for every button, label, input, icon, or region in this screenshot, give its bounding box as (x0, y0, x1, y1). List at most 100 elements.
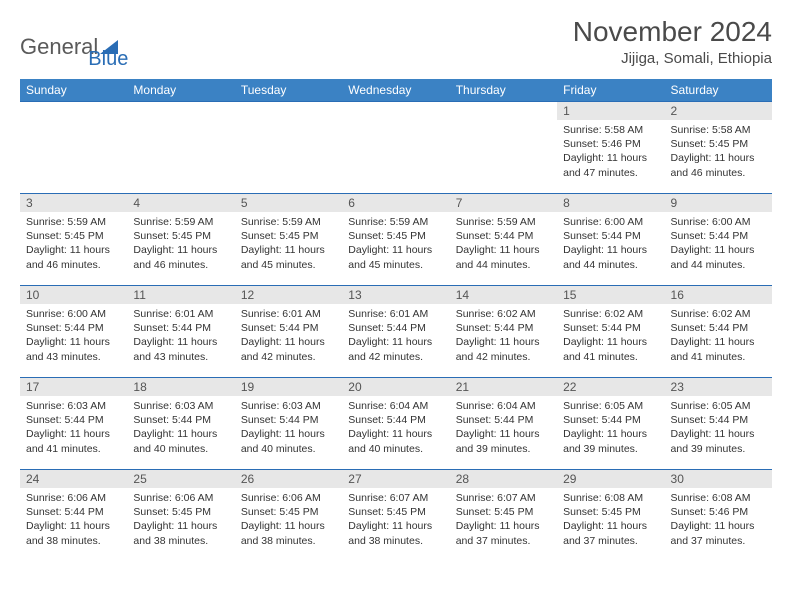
day-header: Wednesday (342, 79, 449, 102)
day-number: 29 (557, 470, 664, 488)
day-cell: 28Sunrise: 6:07 AMSunset: 5:45 PMDayligh… (450, 470, 557, 562)
daylight2-text: and 45 minutes. (241, 258, 336, 272)
day-number: 9 (665, 194, 772, 212)
sunrise-text: Sunrise: 6:00 AM (671, 215, 766, 229)
day-details: Sunrise: 6:06 AMSunset: 5:45 PMDaylight:… (127, 488, 234, 554)
day-details: Sunrise: 6:04 AMSunset: 5:44 PMDaylight:… (342, 396, 449, 462)
daylight2-text: and 46 minutes. (671, 166, 766, 180)
day-number: 30 (665, 470, 772, 488)
daylight2-text: and 38 minutes. (241, 534, 336, 548)
day-details: Sunrise: 6:08 AMSunset: 5:45 PMDaylight:… (557, 488, 664, 554)
daylight2-text: and 44 minutes. (671, 258, 766, 272)
daylight1-text: Daylight: 11 hours (563, 427, 658, 441)
daylight2-text: and 43 minutes. (26, 350, 121, 364)
daylight2-text: and 37 minutes. (563, 534, 658, 548)
sunset-text: Sunset: 5:46 PM (563, 137, 658, 151)
day-cell: 22Sunrise: 6:05 AMSunset: 5:44 PMDayligh… (557, 378, 664, 470)
day-details: Sunrise: 5:59 AMSunset: 5:45 PMDaylight:… (235, 212, 342, 278)
day-cell: 26Sunrise: 6:06 AMSunset: 5:45 PMDayligh… (235, 470, 342, 562)
daylight2-text: and 42 minutes. (348, 350, 443, 364)
day-details: Sunrise: 6:00 AMSunset: 5:44 PMDaylight:… (557, 212, 664, 278)
daylight1-text: Daylight: 11 hours (26, 519, 121, 533)
day-number: 3 (20, 194, 127, 212)
sunrise-text: Sunrise: 6:01 AM (241, 307, 336, 321)
day-details: Sunrise: 6:06 AMSunset: 5:44 PMDaylight:… (20, 488, 127, 554)
sunset-text: Sunset: 5:45 PM (241, 229, 336, 243)
day-number: 13 (342, 286, 449, 304)
daylight1-text: Daylight: 11 hours (348, 519, 443, 533)
sunrise-text: Sunrise: 6:05 AM (563, 399, 658, 413)
sunrise-text: Sunrise: 6:04 AM (348, 399, 443, 413)
daylight1-text: Daylight: 11 hours (26, 427, 121, 441)
daylight2-text: and 40 minutes. (241, 442, 336, 456)
daylight1-text: Daylight: 11 hours (133, 519, 228, 533)
day-number: 28 (450, 470, 557, 488)
day-number: 23 (665, 378, 772, 396)
daylight2-text: and 46 minutes. (26, 258, 121, 272)
day-details: Sunrise: 5:59 AMSunset: 5:45 PMDaylight:… (127, 212, 234, 278)
week-row: 3Sunrise: 5:59 AMSunset: 5:45 PMDaylight… (20, 194, 772, 286)
week-row: 17Sunrise: 6:03 AMSunset: 5:44 PMDayligh… (20, 378, 772, 470)
sunrise-text: Sunrise: 6:07 AM (348, 491, 443, 505)
day-number: 25 (127, 470, 234, 488)
day-details: Sunrise: 6:01 AMSunset: 5:44 PMDaylight:… (235, 304, 342, 370)
day-details: Sunrise: 5:58 AMSunset: 5:46 PMDaylight:… (557, 120, 664, 186)
day-cell: 14Sunrise: 6:02 AMSunset: 5:44 PMDayligh… (450, 286, 557, 378)
day-number: 8 (557, 194, 664, 212)
sunset-text: Sunset: 5:44 PM (456, 413, 551, 427)
header: General Blue November 2024 Jijiga, Somal… (20, 16, 772, 71)
sunrise-text: Sunrise: 6:06 AM (241, 491, 336, 505)
sunset-text: Sunset: 5:44 PM (241, 321, 336, 335)
day-header: Saturday (665, 79, 772, 102)
day-details: Sunrise: 6:07 AMSunset: 5:45 PMDaylight:… (450, 488, 557, 554)
sunset-text: Sunset: 5:45 PM (241, 505, 336, 519)
day-cell: 1Sunrise: 5:58 AMSunset: 5:46 PMDaylight… (557, 102, 664, 194)
day-details: Sunrise: 6:06 AMSunset: 5:45 PMDaylight:… (235, 488, 342, 554)
sunset-text: Sunset: 5:45 PM (563, 505, 658, 519)
day-cell: 24Sunrise: 6:06 AMSunset: 5:44 PMDayligh… (20, 470, 127, 562)
daylight1-text: Daylight: 11 hours (671, 151, 766, 165)
daylight1-text: Daylight: 11 hours (671, 243, 766, 257)
daylight1-text: Daylight: 11 hours (671, 335, 766, 349)
sunset-text: Sunset: 5:44 PM (563, 413, 658, 427)
day-details: Sunrise: 6:02 AMSunset: 5:44 PMDaylight:… (557, 304, 664, 370)
daylight1-text: Daylight: 11 hours (456, 519, 551, 533)
daylight1-text: Daylight: 11 hours (563, 519, 658, 533)
day-number: 2 (665, 102, 772, 120)
sunset-text: Sunset: 5:44 PM (456, 229, 551, 243)
day-number: 12 (235, 286, 342, 304)
sunrise-text: Sunrise: 6:07 AM (456, 491, 551, 505)
daylight1-text: Daylight: 11 hours (241, 335, 336, 349)
sunrise-text: Sunrise: 6:08 AM (563, 491, 658, 505)
daylight2-text: and 39 minutes. (456, 442, 551, 456)
sunset-text: Sunset: 5:44 PM (241, 413, 336, 427)
sunset-text: Sunset: 5:45 PM (671, 137, 766, 151)
day-header: Monday (127, 79, 234, 102)
sunrise-text: Sunrise: 6:06 AM (26, 491, 121, 505)
day-number: 24 (20, 470, 127, 488)
day-header: Tuesday (235, 79, 342, 102)
daylight2-text: and 42 minutes. (456, 350, 551, 364)
sunset-text: Sunset: 5:45 PM (133, 505, 228, 519)
day-number: 7 (450, 194, 557, 212)
sunset-text: Sunset: 5:44 PM (456, 321, 551, 335)
sunset-text: Sunset: 5:46 PM (671, 505, 766, 519)
day-details: Sunrise: 6:02 AMSunset: 5:44 PMDaylight:… (665, 304, 772, 370)
sunrise-text: Sunrise: 6:00 AM (563, 215, 658, 229)
day-details: Sunrise: 6:03 AMSunset: 5:44 PMDaylight:… (235, 396, 342, 462)
day-cell: 19Sunrise: 6:03 AMSunset: 5:44 PMDayligh… (235, 378, 342, 470)
day-details: Sunrise: 6:00 AMSunset: 5:44 PMDaylight:… (20, 304, 127, 370)
daylight2-text: and 45 minutes. (348, 258, 443, 272)
day-number: 5 (235, 194, 342, 212)
title-block: November 2024 Jijiga, Somali, Ethiopia (573, 16, 772, 67)
day-header: Thursday (450, 79, 557, 102)
daylight1-text: Daylight: 11 hours (241, 243, 336, 257)
day-cell: 25Sunrise: 6:06 AMSunset: 5:45 PMDayligh… (127, 470, 234, 562)
sunrise-text: Sunrise: 6:05 AM (671, 399, 766, 413)
day-cell (20, 102, 127, 194)
daylight2-text: and 43 minutes. (133, 350, 228, 364)
daylight1-text: Daylight: 11 hours (348, 427, 443, 441)
sunrise-text: Sunrise: 6:03 AM (26, 399, 121, 413)
day-cell: 29Sunrise: 6:08 AMSunset: 5:45 PMDayligh… (557, 470, 664, 562)
sunrise-text: Sunrise: 6:01 AM (348, 307, 443, 321)
